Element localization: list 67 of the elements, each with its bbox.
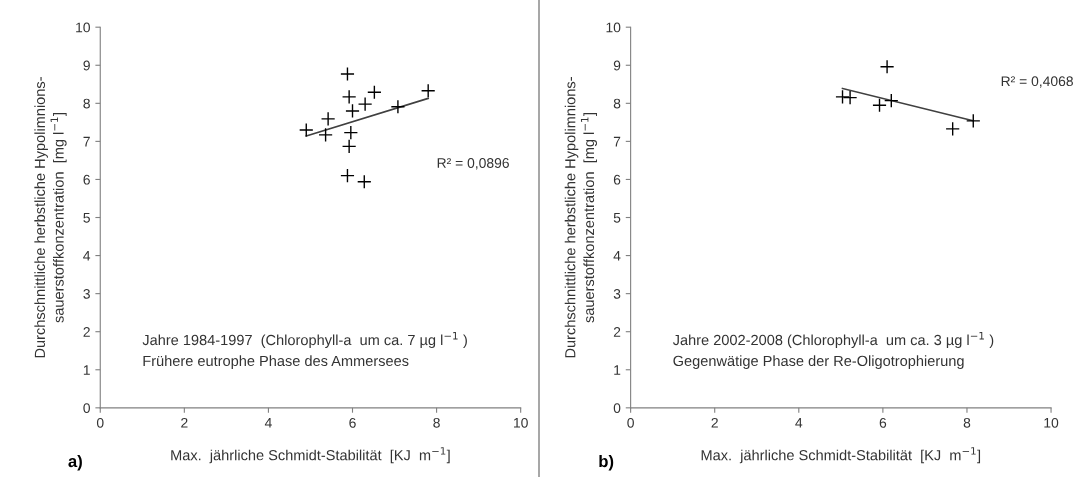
y-tick-label: 9 xyxy=(83,60,90,71)
point xyxy=(872,97,887,113)
x-tick-label: 10 xyxy=(1044,417,1059,428)
y-tick-label: 3 xyxy=(83,288,90,299)
point xyxy=(945,121,960,137)
text: b) xyxy=(599,454,614,471)
y-axis-title: Durchschnittliche herbstliche Hypolimnions- sauerstoffkonzentration [mg l$^{−1}$] xyxy=(34,77,67,358)
y-tick-label: 1 xyxy=(83,365,90,375)
annotation: R² = 0,4068 xyxy=(1001,76,1073,88)
annotation: Jahre 2002-2008 (Chlorophyll-a um ca. 3 µg l$^{−1}$ ) xyxy=(672,331,994,349)
point xyxy=(356,174,372,190)
y-tick-label: 8 xyxy=(613,98,621,109)
y-tick-label: 10 xyxy=(606,22,621,33)
x-tick-label: 8 xyxy=(433,417,440,428)
y-tick-label: 5 xyxy=(613,212,621,223)
y-tick-label: 0 xyxy=(613,403,621,413)
y-tick-label: 8 xyxy=(83,98,90,109)
x-tick-label: 10 xyxy=(514,417,528,428)
point xyxy=(340,168,355,183)
point xyxy=(965,113,981,129)
y-tick-label: 2 xyxy=(613,327,621,337)
annotation: R² = 0,0896 xyxy=(437,158,509,170)
x-tick-label: 0 xyxy=(627,417,634,428)
x-tick-label: 4 xyxy=(795,418,803,428)
annotation: Gegenwätige Phase der Re-Oligotrophierung xyxy=(673,355,964,369)
point xyxy=(343,125,359,140)
point xyxy=(879,59,895,75)
y-tick-label: 4 xyxy=(613,251,621,261)
point xyxy=(367,84,382,100)
y-tick-label: 6 xyxy=(613,174,621,185)
y-tick-label: 9 xyxy=(613,60,621,71)
y-tick-label: 10 xyxy=(76,22,90,33)
x-tick-label: 6 xyxy=(879,417,887,428)
annotation: Jahre 1984-1997 (Chlorophyll-a um ca. 7 µg l$^{−1}$ ) xyxy=(142,331,467,349)
point xyxy=(341,89,357,105)
y-axis-title: Durchschnittliche herbstliche Hypolimnions- sauerstoffkonzentration [mg l$^{−1}$] xyxy=(564,77,597,358)
x-tick-label: 6 xyxy=(349,417,356,428)
point xyxy=(884,93,899,108)
x-tick-label: 8 xyxy=(963,417,971,428)
point xyxy=(390,99,406,115)
x-axis-title: Max. jährliche Schmidt-Stabilität [KJ m$^{−1}$] xyxy=(171,447,450,464)
point xyxy=(842,90,858,105)
y-tick-label: 4 xyxy=(83,251,91,261)
point xyxy=(420,83,436,99)
y-tick-label: 7 xyxy=(83,136,90,147)
y-tick-label: 2 xyxy=(83,327,90,337)
point xyxy=(345,103,360,119)
point xyxy=(341,139,357,154)
point xyxy=(298,122,314,138)
y-tick-label: 7 xyxy=(613,136,621,147)
point xyxy=(835,89,850,105)
point xyxy=(318,127,333,143)
y-tick-label: 5 xyxy=(83,212,90,223)
x-tick-label: 0 xyxy=(96,417,104,428)
point xyxy=(357,96,373,112)
y-tick-label: 6 xyxy=(83,174,90,185)
text: a) xyxy=(68,454,82,471)
point xyxy=(320,111,336,127)
y-tick-label: 1 xyxy=(614,365,621,375)
x-axis-title: Max. jährliche Schmidt-Stabilität [KJ m$^{−1}$] xyxy=(701,447,981,464)
y-tick-label: 0 xyxy=(83,403,90,413)
x-tick-label: 2 xyxy=(181,417,188,428)
x-tick-label: 2 xyxy=(711,417,718,428)
point xyxy=(340,66,355,82)
y-tick-label: 3 xyxy=(613,288,621,299)
annotation: Frühere eutrophe Phase des Ammersees xyxy=(143,355,409,369)
x-tick-label: 4 xyxy=(264,418,272,428)
